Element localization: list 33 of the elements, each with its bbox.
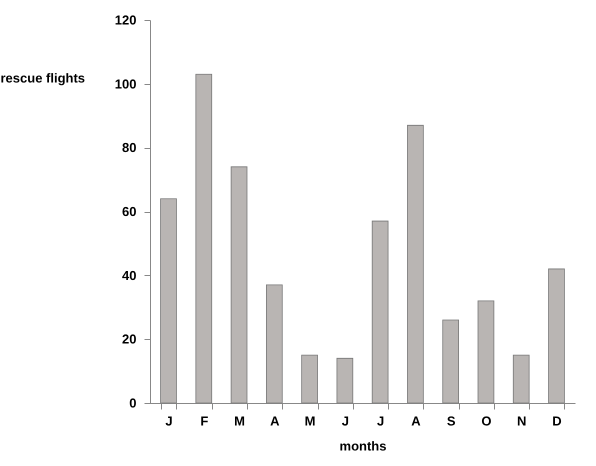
x-axis-title: months [340,438,386,454]
x-tick-label: J [377,414,384,428]
bar [442,320,460,404]
y-tick-label: 120 [114,12,136,28]
bar [230,166,248,404]
bar [301,354,318,404]
y-tick-label: 60 [122,204,136,219]
bar [548,268,565,404]
x-tick-label: J [342,414,349,428]
x-tick-label: A [411,414,422,428]
x-tick-label: F [200,414,208,428]
x-tick-label: O [481,414,492,428]
x-tick-label: S [446,414,456,428]
bar [512,354,530,404]
y-tick-label: 80 [122,140,136,156]
x-tick-label: M [304,414,316,428]
y-tick-label: 100 [114,76,136,92]
x-tick-label: A [270,414,280,428]
y-tick-label: 0 [129,396,136,410]
x-tick-label: J [165,414,173,428]
bar [160,198,177,404]
x-tick-label: M [234,414,245,428]
bar [372,220,388,404]
y-tick-label: 20 [122,332,136,347]
y-axis-title: rescue flights [0,70,86,86]
bar [195,74,212,404]
x-tick-label: D [552,414,562,428]
x-tick-label: N [517,414,526,428]
y-tick-label: 40 [122,268,136,283]
bar [407,124,424,404]
bar [478,300,494,404]
bar [336,358,354,404]
bar [266,284,283,404]
